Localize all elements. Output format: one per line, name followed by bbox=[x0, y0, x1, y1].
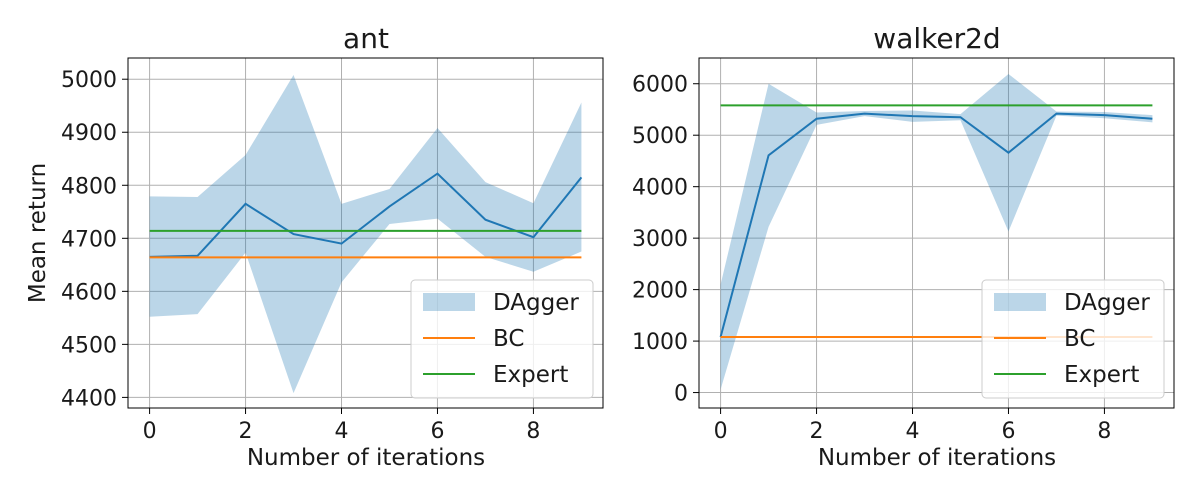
y-tick-label: 4600 bbox=[61, 280, 117, 305]
legend-box bbox=[981, 279, 1165, 399]
legend-swatch-dagger bbox=[994, 293, 1046, 311]
y-tick-label: 4400 bbox=[61, 386, 117, 411]
dagger-band bbox=[149, 74, 582, 394]
y-tick-label: 0 bbox=[674, 382, 688, 407]
legend: DAgger BC Expert bbox=[981, 279, 1165, 399]
x-tick-label: 6 bbox=[430, 419, 444, 444]
chart-ant: ant Number of iterations Mean return 0 2 4… bbox=[25, 22, 604, 471]
legend-label-expert: Expert bbox=[1064, 362, 1139, 388]
y-tick-label: 5000 bbox=[61, 68, 117, 93]
chart-title: walker2d bbox=[873, 22, 1000, 55]
x-tick-label: 4 bbox=[906, 419, 920, 444]
y-tick-label: 4500 bbox=[61, 333, 117, 358]
y-tick-label: 1000 bbox=[632, 330, 688, 355]
x-tick-label: 8 bbox=[526, 419, 540, 444]
y-tick-label: 5000 bbox=[632, 124, 688, 149]
chart-walker2d: walker2d Number of iterations 0 2 4 6 8 0 1000… bbox=[632, 22, 1175, 471]
x-axis-label: Number of iterations bbox=[247, 445, 485, 471]
y-tick-label: 6000 bbox=[632, 73, 688, 98]
y-tick-label: 4800 bbox=[61, 174, 117, 199]
legend-label-expert: Expert bbox=[493, 362, 568, 388]
x-tick-label: 2 bbox=[239, 419, 253, 444]
x-tick-label: 2 bbox=[810, 419, 824, 444]
legend-label-dagger: DAgger bbox=[1064, 290, 1150, 316]
y-tick-label: 4900 bbox=[61, 121, 117, 146]
y-tick-label: 3000 bbox=[632, 227, 688, 252]
x-tick-label: 4 bbox=[335, 419, 349, 444]
legend-label-dagger: DAgger bbox=[493, 290, 579, 316]
plot-frame bbox=[698, 57, 1175, 409]
x-tick-label: 8 bbox=[1097, 419, 1111, 444]
x-tick-label: 0 bbox=[714, 419, 728, 444]
x-tick-label: 6 bbox=[1001, 419, 1015, 444]
dagger-line bbox=[149, 172, 583, 258]
y-tick-label: 4700 bbox=[61, 227, 117, 252]
legend-box bbox=[410, 279, 594, 399]
x-axis-label: Number of iterations bbox=[818, 445, 1056, 471]
legend-swatch-dagger bbox=[423, 293, 475, 311]
x-tick-label: 0 bbox=[143, 419, 157, 444]
plot-frame bbox=[127, 57, 604, 409]
y-tick-label: 2000 bbox=[632, 279, 688, 304]
y-tick-label: 4000 bbox=[632, 176, 688, 201]
legend-label-bc: BC bbox=[493, 326, 524, 352]
chart-title: ant bbox=[343, 22, 389, 55]
legend: DAgger BC Expert bbox=[410, 279, 594, 399]
legend-label-bc: BC bbox=[1064, 326, 1095, 352]
y-axis-label: Mean return bbox=[25, 163, 51, 303]
dagger-line bbox=[719, 112, 1153, 338]
